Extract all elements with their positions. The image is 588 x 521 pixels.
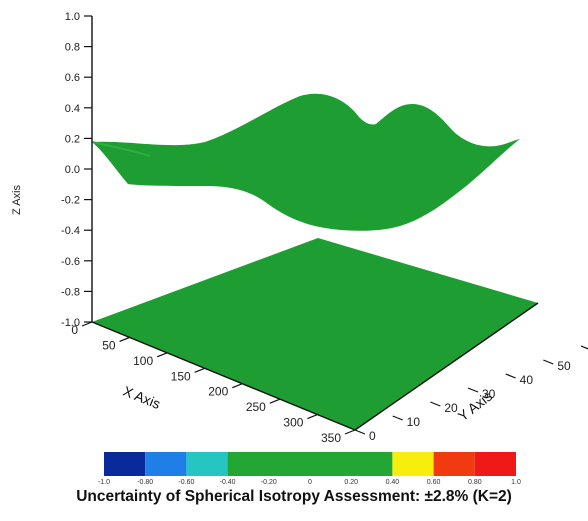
colorbar-segment bbox=[186, 452, 228, 476]
z-axis-label: Z Axis bbox=[11, 185, 23, 215]
z-tick-label: -0.2 bbox=[61, 195, 80, 207]
upper-surface-fill bbox=[92, 93, 520, 231]
colorbar-segment bbox=[433, 452, 475, 476]
x-tick-label: 0 bbox=[71, 323, 78, 337]
y-tick bbox=[392, 415, 403, 421]
x-axis-line bbox=[91, 321, 356, 431]
colorbar-tick-label: 0 bbox=[308, 479, 312, 486]
x-tick bbox=[81, 321, 93, 327]
z-tick-label: -0.8 bbox=[61, 286, 80, 298]
x-tick-label: 250 bbox=[246, 400, 266, 414]
z-tick-label: 0.6 bbox=[65, 72, 80, 84]
caption: Uncertainty of Spherical Isotropy Assess… bbox=[76, 488, 512, 505]
z-tick-label: 0.2 bbox=[65, 133, 80, 145]
colorbar-tick-label: 1.0 bbox=[511, 479, 521, 486]
x-tick-label: 350 bbox=[321, 431, 341, 445]
x-tick bbox=[156, 352, 168, 358]
colorbar: -1.0 -0.80 -0.60 -0.40 -0.20 0 0.20 0.40 0.60 0.8… bbox=[98, 452, 521, 486]
colorbar-segment bbox=[227, 452, 393, 476]
y-tick bbox=[467, 387, 479, 393]
x-tick bbox=[269, 398, 281, 404]
y-tick-label: 10 bbox=[407, 415, 421, 429]
colorbar-tick-label: 0.80 bbox=[468, 479, 482, 486]
colorbar-segment bbox=[392, 452, 434, 476]
colorbar-segment bbox=[474, 452, 516, 476]
colorbar-tick-label: 0.60 bbox=[427, 479, 441, 486]
x-tick-label: 150 bbox=[171, 369, 191, 383]
z-tick-label: 0.0 bbox=[65, 164, 80, 176]
z-tick-label: -1.0 bbox=[61, 317, 80, 329]
x-tick bbox=[344, 429, 356, 435]
upper-surface-edge bbox=[91, 141, 151, 157]
colorbar-tick-label: -1.0 bbox=[98, 479, 110, 486]
z-tick-label: -0.6 bbox=[61, 256, 80, 268]
z-tick-label: 1.0 bbox=[65, 11, 80, 23]
x-axis-label: X Axis bbox=[121, 383, 163, 412]
colorbar-tick-label: -0.40 bbox=[220, 479, 236, 486]
colorbar-tick-label: -0.80 bbox=[137, 479, 153, 486]
colorbar-tick-label: -0.60 bbox=[178, 479, 194, 486]
y-tick bbox=[354, 429, 366, 435]
y-tick-label: 20 bbox=[444, 401, 458, 415]
x-tick-label: 200 bbox=[208, 385, 228, 399]
colorbar-tick-label: 0.20 bbox=[344, 479, 358, 486]
y-tick bbox=[505, 373, 516, 379]
floor-plane bbox=[92, 238, 538, 430]
x-tick bbox=[119, 336, 130, 342]
colorbar-segment bbox=[104, 452, 146, 476]
y-tick-label: 30 bbox=[482, 387, 496, 401]
x-tick-label: 100 bbox=[133, 354, 153, 368]
colorbar-tick-label: -0.20 bbox=[261, 479, 277, 486]
x-tick bbox=[232, 383, 243, 389]
y-tick-label: 50 bbox=[557, 359, 571, 373]
y-tick-label: 0 bbox=[369, 429, 376, 443]
y-tick bbox=[580, 345, 588, 350]
colorbar-segment bbox=[145, 452, 187, 476]
floor-plane-fill bbox=[92, 238, 538, 430]
y-tick bbox=[430, 401, 441, 407]
y-axis-line bbox=[354, 302, 539, 431]
x-tick bbox=[307, 414, 318, 420]
y-tick bbox=[543, 359, 554, 365]
z-tick-label: 0.4 bbox=[65, 103, 80, 115]
z-tick-label: -0.4 bbox=[61, 225, 80, 237]
x-tick bbox=[194, 367, 205, 373]
y-axis-label: Y Axis bbox=[455, 388, 495, 424]
y-tick-label: 40 bbox=[520, 373, 534, 387]
z-tick-label: 0.8 bbox=[65, 42, 80, 54]
colorbar-tick-label: 0.40 bbox=[386, 479, 400, 486]
x-tick-label: 300 bbox=[283, 416, 303, 430]
x-tick-label: 50 bbox=[102, 338, 116, 352]
upper-surface bbox=[91, 93, 520, 231]
